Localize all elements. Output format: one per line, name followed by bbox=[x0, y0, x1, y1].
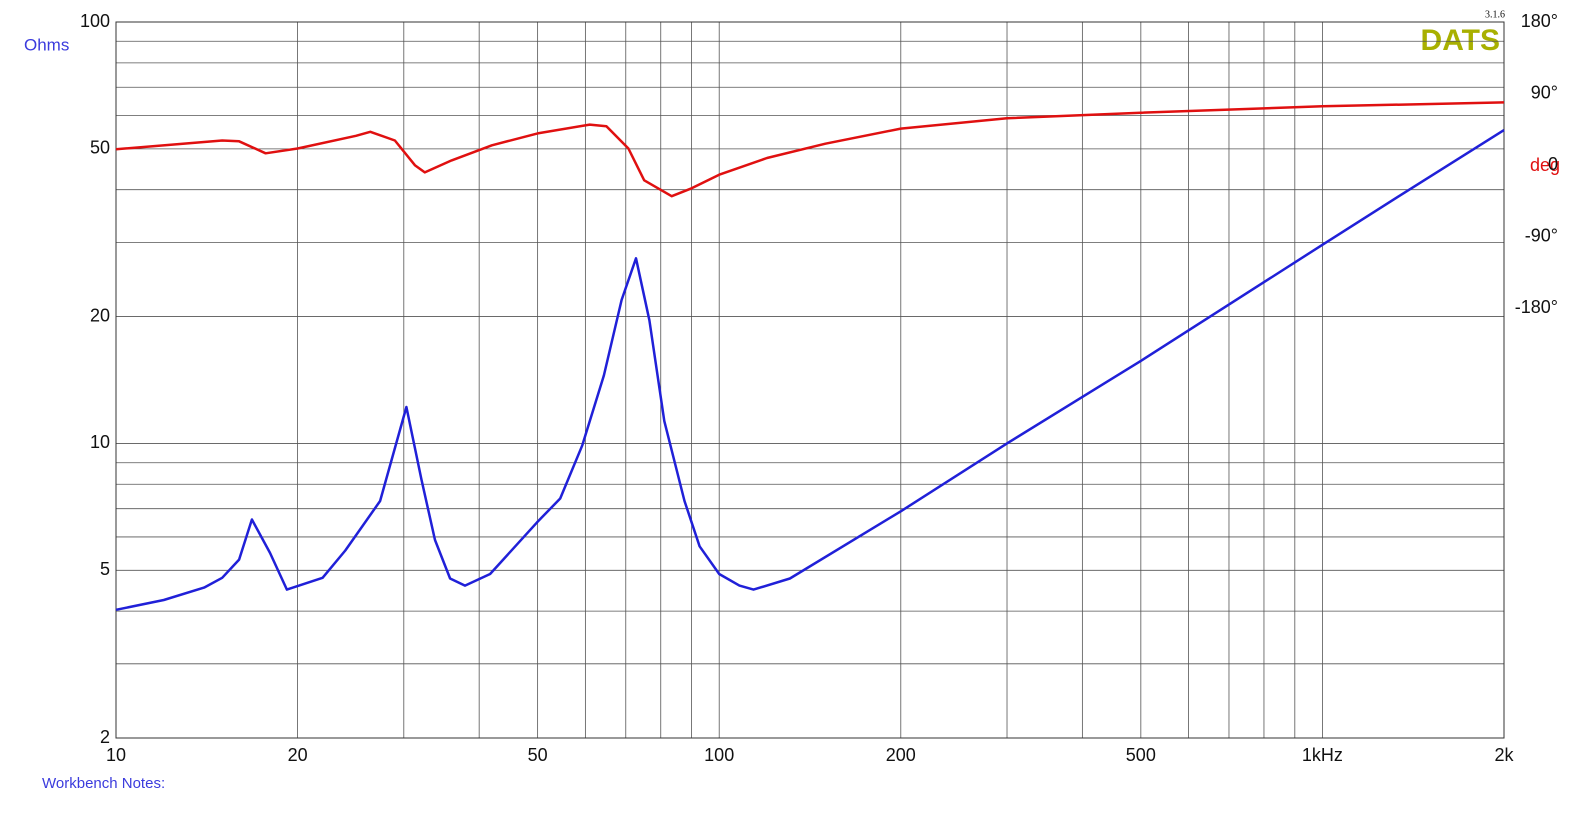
y-tick-label: 2 bbox=[100, 727, 110, 747]
y2-tick-label: 180° bbox=[1521, 11, 1558, 31]
x-tick-label: 500 bbox=[1126, 745, 1156, 765]
version: 3.1.6 bbox=[1485, 9, 1505, 20]
y-tick-label: 20 bbox=[90, 305, 110, 325]
x-tick-label: 100 bbox=[704, 745, 734, 765]
y-tick-label: 10 bbox=[90, 432, 110, 452]
y2-tick-label: -180° bbox=[1515, 297, 1558, 317]
y-tick-label: 5 bbox=[100, 559, 110, 579]
x-tick-label: 1kHz bbox=[1302, 745, 1343, 765]
y-axis-label: Ohms bbox=[24, 35, 69, 54]
x-tick-label: 20 bbox=[288, 745, 308, 765]
x-tick-label: 50 bbox=[528, 745, 548, 765]
series-line bbox=[115, 101, 1505, 198]
series-line bbox=[115, 129, 1505, 612]
x-tick-label: 10 bbox=[106, 745, 126, 765]
y2-tick-label: 90° bbox=[1531, 82, 1558, 102]
y2-tick-label: -90° bbox=[1525, 226, 1558, 246]
y2-tick-label: 0 bbox=[1548, 154, 1558, 174]
x-tick-label: 200 bbox=[886, 745, 916, 765]
notes-label: Workbench Notes: bbox=[42, 775, 165, 792]
y-tick-label: 50 bbox=[90, 138, 110, 158]
y2-axis-label: deg bbox=[1530, 155, 1560, 175]
logo: DATS bbox=[1421, 24, 1500, 57]
x-tick-label: 2k bbox=[1494, 745, 1514, 765]
y-tick-label: 100 bbox=[80, 11, 110, 31]
plot-frame bbox=[115, 21, 1505, 739]
